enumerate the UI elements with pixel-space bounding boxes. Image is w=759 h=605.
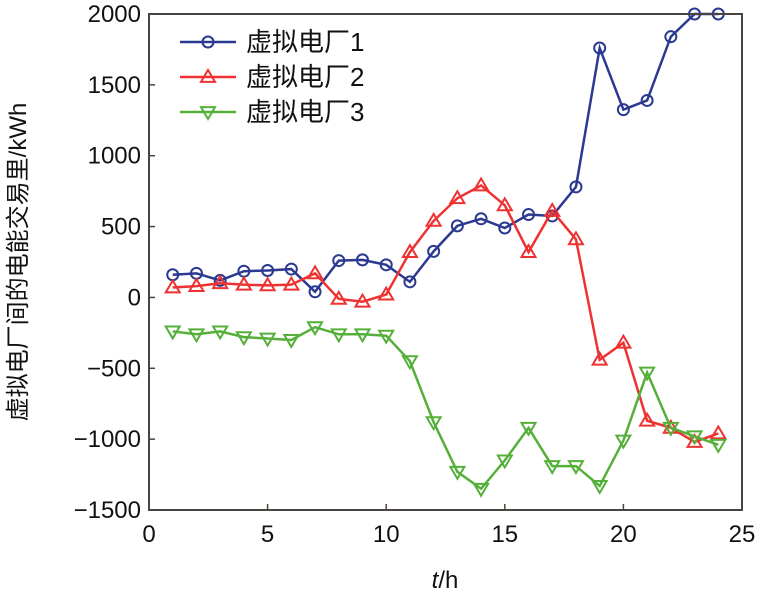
plot-frame <box>148 13 743 511</box>
y-axis-label: 虚拟电厂间的电能交易里/kWh <box>5 103 32 422</box>
y-tick-label: 1000 <box>88 143 141 170</box>
data-point <box>498 221 512 235</box>
x-tick-label: 0 <box>142 521 155 548</box>
data-point <box>590 480 609 495</box>
data-point <box>519 421 538 437</box>
data-point <box>355 253 369 267</box>
data-point <box>685 430 704 446</box>
data-point <box>427 244 441 258</box>
data-point <box>261 264 275 278</box>
data-point <box>593 41 607 55</box>
series-line <box>172 12 719 294</box>
x-tick-label: 15 <box>491 521 518 548</box>
data-point <box>662 421 680 437</box>
data-point <box>638 411 656 427</box>
data-point <box>543 202 561 217</box>
y-tick-label: 500 <box>101 214 141 241</box>
data-point <box>640 93 654 107</box>
x-tick-label: 5 <box>261 521 274 548</box>
legend-label: 虚拟电厂3 <box>246 97 364 127</box>
data-point <box>401 243 419 258</box>
data-point <box>662 418 680 434</box>
data-point <box>377 285 395 301</box>
data-point <box>685 433 704 448</box>
data-point <box>472 176 490 192</box>
x-tick-label: 10 <box>373 521 400 548</box>
series-3 <box>163 321 728 498</box>
data-point <box>567 460 585 476</box>
data-point <box>163 325 182 341</box>
data-point <box>284 262 298 276</box>
data-point <box>403 275 417 289</box>
x-tick-label: 25 <box>729 521 756 548</box>
legend-label: 虚拟电厂1 <box>246 27 364 57</box>
y-tick-label: 1500 <box>88 72 141 99</box>
legend-item-1: 虚拟电厂1 <box>180 27 364 57</box>
data-point <box>569 180 583 194</box>
legend-item-2: 虚拟电厂2 <box>180 62 364 92</box>
data-point <box>353 328 372 344</box>
data-point <box>709 438 728 454</box>
data-point <box>519 243 538 258</box>
y-tick-label: −500 <box>87 355 141 382</box>
data-point <box>496 454 514 470</box>
data-point <box>424 416 443 432</box>
data-point <box>472 482 490 498</box>
series-line <box>172 325 719 491</box>
data-point <box>330 328 348 344</box>
data-point <box>377 329 395 345</box>
circle-marker <box>201 35 215 49</box>
data-point <box>235 331 253 347</box>
data-point <box>187 277 206 292</box>
data-point <box>664 30 678 44</box>
series-2 <box>163 176 728 448</box>
x-tick-label: 20 <box>610 521 637 548</box>
y-tick-label: 2000 <box>88 1 141 28</box>
triangle-down-marker <box>199 106 217 121</box>
data-point <box>330 289 348 305</box>
data-point <box>187 328 206 344</box>
data-point <box>235 275 253 291</box>
data-point <box>211 274 229 290</box>
data-point <box>474 212 488 226</box>
y-tick-label: −1500 <box>74 497 141 524</box>
data-point <box>258 276 277 292</box>
data-point <box>282 334 301 349</box>
data-point <box>590 350 609 366</box>
data-point <box>306 321 324 337</box>
data-point <box>401 355 419 371</box>
x-axis-label: t/h <box>432 567 459 594</box>
data-point <box>424 211 443 227</box>
legend-label: 虚拟电厂2 <box>246 62 364 92</box>
data-point <box>163 278 182 294</box>
y-tick-label: 0 <box>128 284 141 311</box>
data-point <box>448 465 467 481</box>
data-point <box>638 366 656 382</box>
data-point <box>496 196 514 212</box>
data-point <box>211 325 229 341</box>
data-point <box>450 219 464 233</box>
y-tick-label: −1000 <box>74 426 141 453</box>
data-point <box>614 333 633 349</box>
data-point <box>522 208 536 222</box>
data-point <box>353 292 372 308</box>
legend-item-3: 虚拟电厂3 <box>180 97 364 127</box>
triangle-up-marker <box>199 68 217 83</box>
legend: 虚拟电厂1 虚拟电厂2 虚拟电厂3 <box>180 27 364 127</box>
data-point <box>258 332 277 348</box>
data-point <box>543 460 561 476</box>
data-point <box>306 264 324 280</box>
data-point <box>448 189 467 205</box>
data-point <box>614 434 633 450</box>
data-point <box>332 254 346 268</box>
data-point <box>308 285 322 299</box>
data-point <box>567 230 585 246</box>
data-point <box>709 424 728 440</box>
data-point <box>616 103 630 117</box>
data-point <box>282 275 301 291</box>
data-point <box>379 258 393 272</box>
